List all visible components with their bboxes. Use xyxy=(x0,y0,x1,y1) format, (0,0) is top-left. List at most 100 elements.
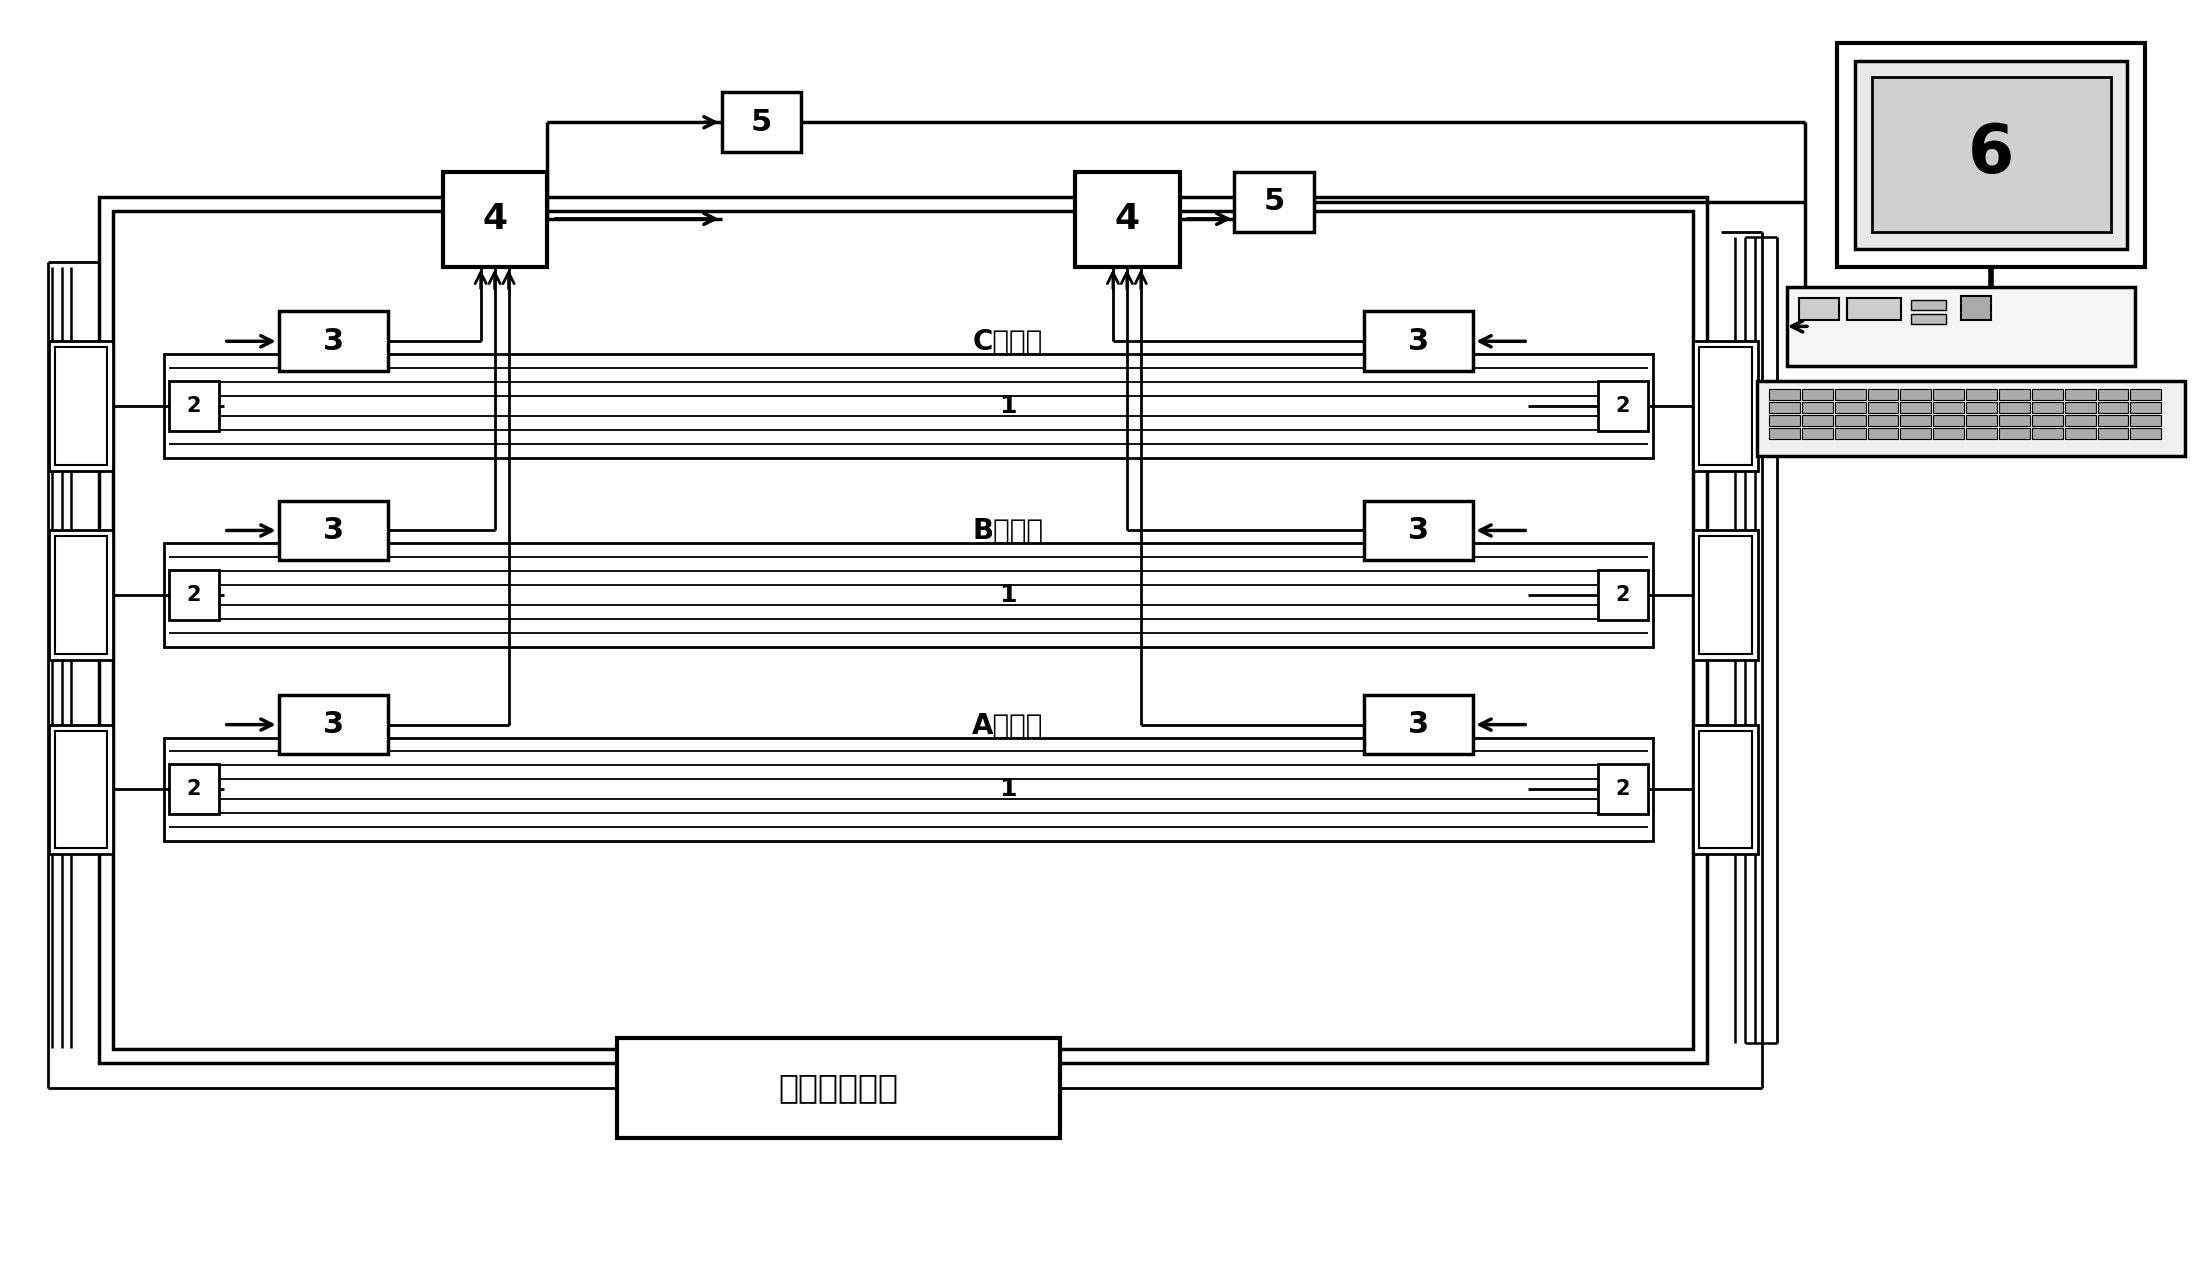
Bar xyxy=(1911,300,1946,311)
Bar xyxy=(1933,402,1964,412)
Bar xyxy=(1999,415,2029,426)
Bar xyxy=(1801,428,1832,439)
Bar xyxy=(1847,298,1902,321)
Bar xyxy=(2130,402,2161,412)
Bar xyxy=(1966,390,1997,400)
Bar xyxy=(1961,297,1992,321)
Bar xyxy=(1836,42,2146,266)
Bar xyxy=(1694,341,1757,471)
Bar xyxy=(2130,390,2161,400)
Text: 2: 2 xyxy=(186,396,202,416)
Bar xyxy=(1597,765,1648,815)
Bar xyxy=(1933,415,1964,426)
Text: 2: 2 xyxy=(1615,779,1630,799)
Bar xyxy=(1999,428,2029,439)
Bar xyxy=(1911,314,1946,325)
Bar xyxy=(1694,724,1757,854)
Bar xyxy=(2065,415,2095,426)
Bar xyxy=(279,312,388,372)
Bar xyxy=(2065,402,2095,412)
Bar xyxy=(169,765,219,815)
Bar xyxy=(1801,402,1832,412)
Bar xyxy=(2130,428,2161,439)
Text: 3: 3 xyxy=(1409,710,1428,740)
Bar xyxy=(1365,695,1474,755)
Bar xyxy=(2032,428,2062,439)
Text: 2: 2 xyxy=(186,586,202,605)
Bar xyxy=(1768,402,1799,412)
Text: A相电缆: A相电缆 xyxy=(972,712,1044,740)
Bar xyxy=(1871,78,2111,232)
Text: 3: 3 xyxy=(323,327,344,355)
Bar xyxy=(1834,428,1865,439)
Bar xyxy=(1966,415,1997,426)
Bar xyxy=(1966,428,1997,439)
Bar xyxy=(1075,172,1180,266)
Bar xyxy=(1786,286,2135,367)
Bar xyxy=(114,211,1694,1049)
Bar xyxy=(279,695,388,755)
Bar xyxy=(1834,415,1865,426)
Bar xyxy=(1768,428,1799,439)
Bar xyxy=(1867,415,1898,426)
Text: 2: 2 xyxy=(1615,586,1630,605)
Bar xyxy=(2130,415,2161,426)
Text: 6: 6 xyxy=(1968,121,2014,187)
Text: B相电缆: B相电缆 xyxy=(972,517,1044,545)
Text: 3: 3 xyxy=(323,516,344,545)
Bar xyxy=(1365,500,1474,560)
Bar xyxy=(722,93,801,151)
Bar xyxy=(1900,390,1931,400)
Text: C相电缆: C相电缆 xyxy=(972,328,1042,356)
Bar xyxy=(1801,415,1832,426)
Bar xyxy=(55,348,108,465)
Text: 3: 3 xyxy=(1409,516,1428,545)
Bar xyxy=(2032,402,2062,412)
Text: 1: 1 xyxy=(998,583,1016,607)
Bar xyxy=(1235,172,1314,232)
Bar xyxy=(1834,390,1865,400)
Bar xyxy=(165,354,1652,458)
Bar xyxy=(1700,348,1753,465)
Bar xyxy=(48,341,114,471)
Text: 低温冷却系统: 低温冷却系统 xyxy=(779,1072,900,1105)
Bar xyxy=(169,381,219,430)
Text: 4: 4 xyxy=(1115,202,1141,237)
Bar xyxy=(2097,402,2128,412)
Bar xyxy=(1867,390,1898,400)
Bar xyxy=(1700,536,1753,654)
Bar xyxy=(279,500,388,560)
Bar xyxy=(1854,61,2128,248)
Bar xyxy=(2097,390,2128,400)
Bar xyxy=(1768,415,1799,426)
Bar xyxy=(48,531,114,659)
Bar xyxy=(1999,390,2029,400)
Bar xyxy=(2097,428,2128,439)
Text: 4: 4 xyxy=(483,202,507,237)
Bar xyxy=(1933,428,1964,439)
Bar xyxy=(1900,402,1931,412)
Bar xyxy=(1801,390,1832,400)
Bar xyxy=(443,172,548,266)
Text: 3: 3 xyxy=(1409,327,1428,355)
Text: 5: 5 xyxy=(750,108,772,136)
Text: 2: 2 xyxy=(186,779,202,799)
Bar xyxy=(617,1039,1060,1138)
Bar xyxy=(2032,415,2062,426)
Bar xyxy=(2065,428,2095,439)
Bar xyxy=(1900,428,1931,439)
Bar xyxy=(1933,390,1964,400)
Text: 3: 3 xyxy=(323,710,344,740)
Bar xyxy=(1597,570,1648,620)
Bar xyxy=(169,570,219,620)
Bar xyxy=(99,197,1707,1063)
Text: 1: 1 xyxy=(998,778,1016,801)
Bar xyxy=(1365,312,1474,372)
Bar xyxy=(48,724,114,854)
Text: 5: 5 xyxy=(1264,187,1286,216)
Bar xyxy=(1911,297,2071,314)
Bar xyxy=(1867,402,1898,412)
Bar xyxy=(1867,428,1898,439)
Bar xyxy=(2097,415,2128,426)
Bar xyxy=(1900,415,1931,426)
